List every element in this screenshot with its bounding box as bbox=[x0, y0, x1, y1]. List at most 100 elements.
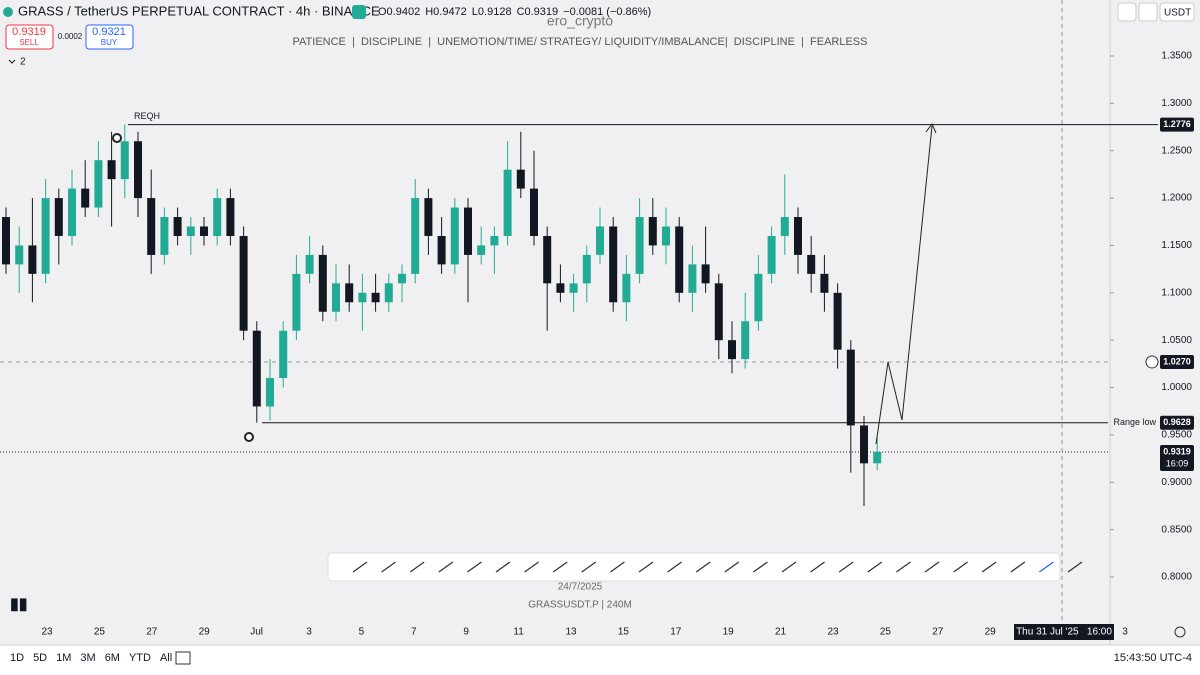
tool-icon[interactable] bbox=[409, 561, 425, 573]
y-tick-label: 1.0000 bbox=[1161, 382, 1192, 393]
candle-body bbox=[596, 226, 604, 255]
tool-icon[interactable] bbox=[1010, 561, 1026, 573]
x-tick-label: 27 bbox=[146, 627, 158, 638]
tool-icon[interactable] bbox=[781, 561, 797, 573]
tool-icon[interactable] bbox=[953, 561, 968, 573]
clock: 15:43:50 UTC-4 bbox=[1114, 652, 1192, 664]
tool-icon[interactable] bbox=[695, 561, 711, 573]
symbol-title: GRASS / TetherUS PERPETUAL CONTRACT · 4h… bbox=[18, 3, 380, 18]
range-button[interactable]: YTD bbox=[129, 652, 151, 664]
candle-body bbox=[609, 226, 618, 303]
candle-body bbox=[807, 254, 816, 274]
market-icon bbox=[352, 5, 366, 19]
price-box bbox=[1160, 117, 1194, 132]
currency-button[interactable] bbox=[1159, 2, 1195, 22]
candle-body bbox=[860, 425, 868, 464]
y-tick-label: 0.9500 bbox=[1161, 430, 1192, 441]
candle-body bbox=[213, 198, 222, 236]
tool-icon[interactable] bbox=[638, 561, 654, 573]
sell-label: SELL bbox=[19, 38, 39, 47]
candle-body bbox=[635, 217, 644, 274]
x-tick-label: 23 bbox=[41, 627, 53, 638]
tool-icon[interactable] bbox=[1067, 561, 1083, 573]
candle-body bbox=[530, 188, 538, 236]
buy-label: BUY bbox=[101, 38, 118, 47]
range-button[interactable]: 3M bbox=[80, 652, 95, 664]
tool-icon[interactable] bbox=[810, 561, 825, 573]
alarm-icon[interactable] bbox=[112, 133, 122, 143]
candle-body bbox=[582, 254, 591, 284]
candle-body bbox=[120, 141, 129, 180]
settings-icon[interactable] bbox=[1174, 626, 1186, 638]
candle-body bbox=[226, 198, 235, 236]
tool-icon[interactable] bbox=[724, 561, 740, 573]
range-button[interactable]: 5D bbox=[33, 652, 47, 664]
tool-icon[interactable] bbox=[981, 561, 997, 573]
collapse-icon[interactable] bbox=[8, 59, 16, 64]
calendar-icon[interactable] bbox=[175, 651, 191, 665]
screen-button[interactable] bbox=[1138, 2, 1158, 22]
candle-body bbox=[688, 264, 697, 293]
x-tick-label: 13 bbox=[565, 627, 577, 638]
range-button[interactable]: 1M bbox=[56, 652, 71, 664]
tv-logo: ▮▮ bbox=[10, 596, 28, 613]
tool-icon[interactable] bbox=[495, 561, 511, 573]
range-button[interactable]: 6M bbox=[105, 652, 120, 664]
candle-body bbox=[516, 169, 525, 189]
tool-icon[interactable] bbox=[924, 561, 940, 573]
candle-body bbox=[398, 273, 406, 284]
price-box bbox=[1160, 415, 1194, 430]
tool-icon[interactable] bbox=[838, 561, 854, 573]
tool-icon[interactable] bbox=[552, 561, 568, 573]
tool-icon[interactable] bbox=[610, 561, 625, 573]
price-label: 1.2776 bbox=[1163, 119, 1191, 129]
price-label: 0.9628 bbox=[1163, 417, 1191, 427]
x-tick-label: 25 bbox=[94, 627, 106, 638]
x-tick-label: 3 bbox=[1122, 627, 1128, 638]
candle-body bbox=[81, 188, 90, 208]
watermark: ero_crypto bbox=[547, 13, 613, 29]
spread: 0.0002 bbox=[58, 32, 83, 41]
ohlc-value: C0.9319 bbox=[517, 6, 559, 18]
tool-icon[interactable] bbox=[867, 561, 883, 573]
bottom-bar bbox=[0, 645, 1200, 675]
alarm-icon[interactable] bbox=[244, 432, 254, 442]
candle-body bbox=[648, 217, 657, 246]
candle-body bbox=[318, 254, 327, 312]
candle-body bbox=[41, 198, 50, 274]
candle-body bbox=[450, 207, 459, 265]
candle-body bbox=[754, 273, 763, 322]
tool-icon[interactable] bbox=[1039, 561, 1054, 573]
y-tick-label: 1.0500 bbox=[1161, 335, 1192, 346]
tool-icon[interactable] bbox=[524, 561, 539, 573]
crosshair-x-box bbox=[1014, 624, 1114, 640]
y-tick-label: 1.2500 bbox=[1161, 145, 1192, 156]
tool-icon[interactable] bbox=[438, 561, 454, 573]
candle-body bbox=[68, 188, 76, 236]
ohlc-value: O0.9402 bbox=[378, 6, 420, 18]
buy-button[interactable] bbox=[85, 24, 134, 50]
sell-button[interactable] bbox=[5, 24, 54, 50]
tool-icon[interactable] bbox=[467, 561, 482, 573]
range-button[interactable]: All bbox=[160, 652, 172, 664]
tool-icon[interactable] bbox=[381, 561, 396, 573]
indicator-count: 2 bbox=[20, 57, 26, 68]
x-tick-label: 5 bbox=[359, 627, 365, 638]
tool-icon[interactable] bbox=[352, 561, 368, 573]
candle-body bbox=[134, 141, 142, 199]
candle-body bbox=[332, 283, 340, 312]
symbol-label: GRASSUSDT.P | 240M bbox=[528, 600, 632, 611]
tool-icon[interactable] bbox=[753, 561, 768, 573]
tool-icon[interactable] bbox=[581, 561, 597, 573]
candle-body bbox=[820, 273, 829, 293]
candle-body bbox=[173, 217, 182, 236]
range-button[interactable]: 1D bbox=[10, 652, 24, 664]
tool-icon[interactable] bbox=[667, 561, 682, 573]
candle-body bbox=[305, 254, 314, 274]
download-button[interactable] bbox=[1117, 2, 1137, 22]
price-label: 1.0270 bbox=[1163, 356, 1191, 366]
add-button[interactable] bbox=[1145, 355, 1159, 369]
candle-body bbox=[780, 217, 789, 236]
tool-icon[interactable] bbox=[896, 561, 911, 573]
